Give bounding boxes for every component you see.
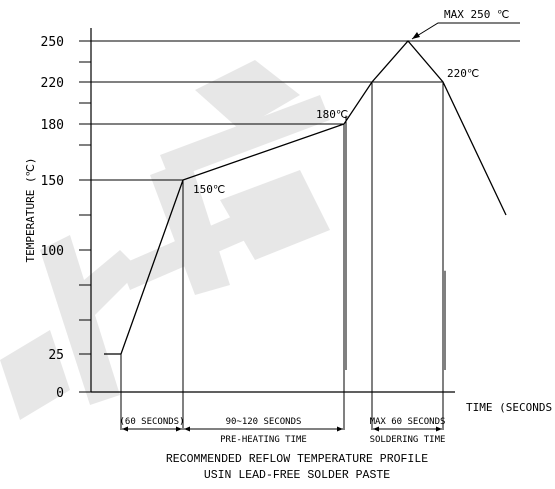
y-tick-label: 220 xyxy=(41,76,64,91)
y-tick-label: 25 xyxy=(48,348,64,363)
interval-label: (60 SECONDS) xyxy=(119,417,184,427)
point-annotation: 180℃ xyxy=(316,108,348,121)
interval-arrowhead xyxy=(184,426,190,432)
y-minor-ticks xyxy=(79,61,91,321)
interval-sublabel: SOLDERING TIME xyxy=(370,435,446,445)
interval-guide-lines xyxy=(120,82,446,430)
y-tick-label: 100 xyxy=(41,244,64,259)
axes xyxy=(90,28,455,393)
chart-subtitle: USIN LEAD-FREE SOLDER PASTE xyxy=(204,469,390,482)
annotations: MAX 250 ℃ 220℃ 180℃ 150℃ xyxy=(193,8,520,196)
point-annotation: 150℃ xyxy=(193,183,225,196)
interval-label: MAX 60 SECONDS xyxy=(370,417,446,427)
y-axis-label: TEMPERATURE (℃) xyxy=(24,157,37,262)
x-axis-label: TIME (SECONDS ) xyxy=(466,401,555,414)
reference-lines xyxy=(91,40,520,181)
max-temp-arrowhead xyxy=(412,32,420,39)
interval-markers: (60 SECONDS) 90~120 SECONDS PRE-HEATING TI… xyxy=(119,417,445,445)
interval-arrowhead xyxy=(373,426,379,432)
series-layer xyxy=(104,40,507,355)
interval-arrowhead xyxy=(122,426,128,432)
y-tick-label: 150 xyxy=(41,174,64,189)
interval-arrowhead xyxy=(337,426,343,432)
interval-sublabel: PRE-HEATING TIME xyxy=(220,435,307,445)
watermark xyxy=(0,60,330,420)
point-annotation: 220℃ xyxy=(447,67,479,80)
point-annotation: MAX 250 ℃ xyxy=(444,8,509,21)
y-tick-label: 0 xyxy=(56,386,64,401)
temperature-profile-line xyxy=(104,40,507,355)
chart-title: RECOMMENDED REFLOW TEMPERATURE PROFILE xyxy=(166,453,428,466)
y-tick-labels: 0 25 100 150 180 220 250 xyxy=(41,35,91,401)
interval-arrowhead xyxy=(436,426,442,432)
interval-label: 90~120 SECONDS xyxy=(226,417,302,427)
y-tick-label: 180 xyxy=(41,118,64,133)
interval-arrowhead xyxy=(176,426,182,432)
max-temp-leader-line xyxy=(411,22,520,40)
y-tick-label: 250 xyxy=(41,35,64,50)
